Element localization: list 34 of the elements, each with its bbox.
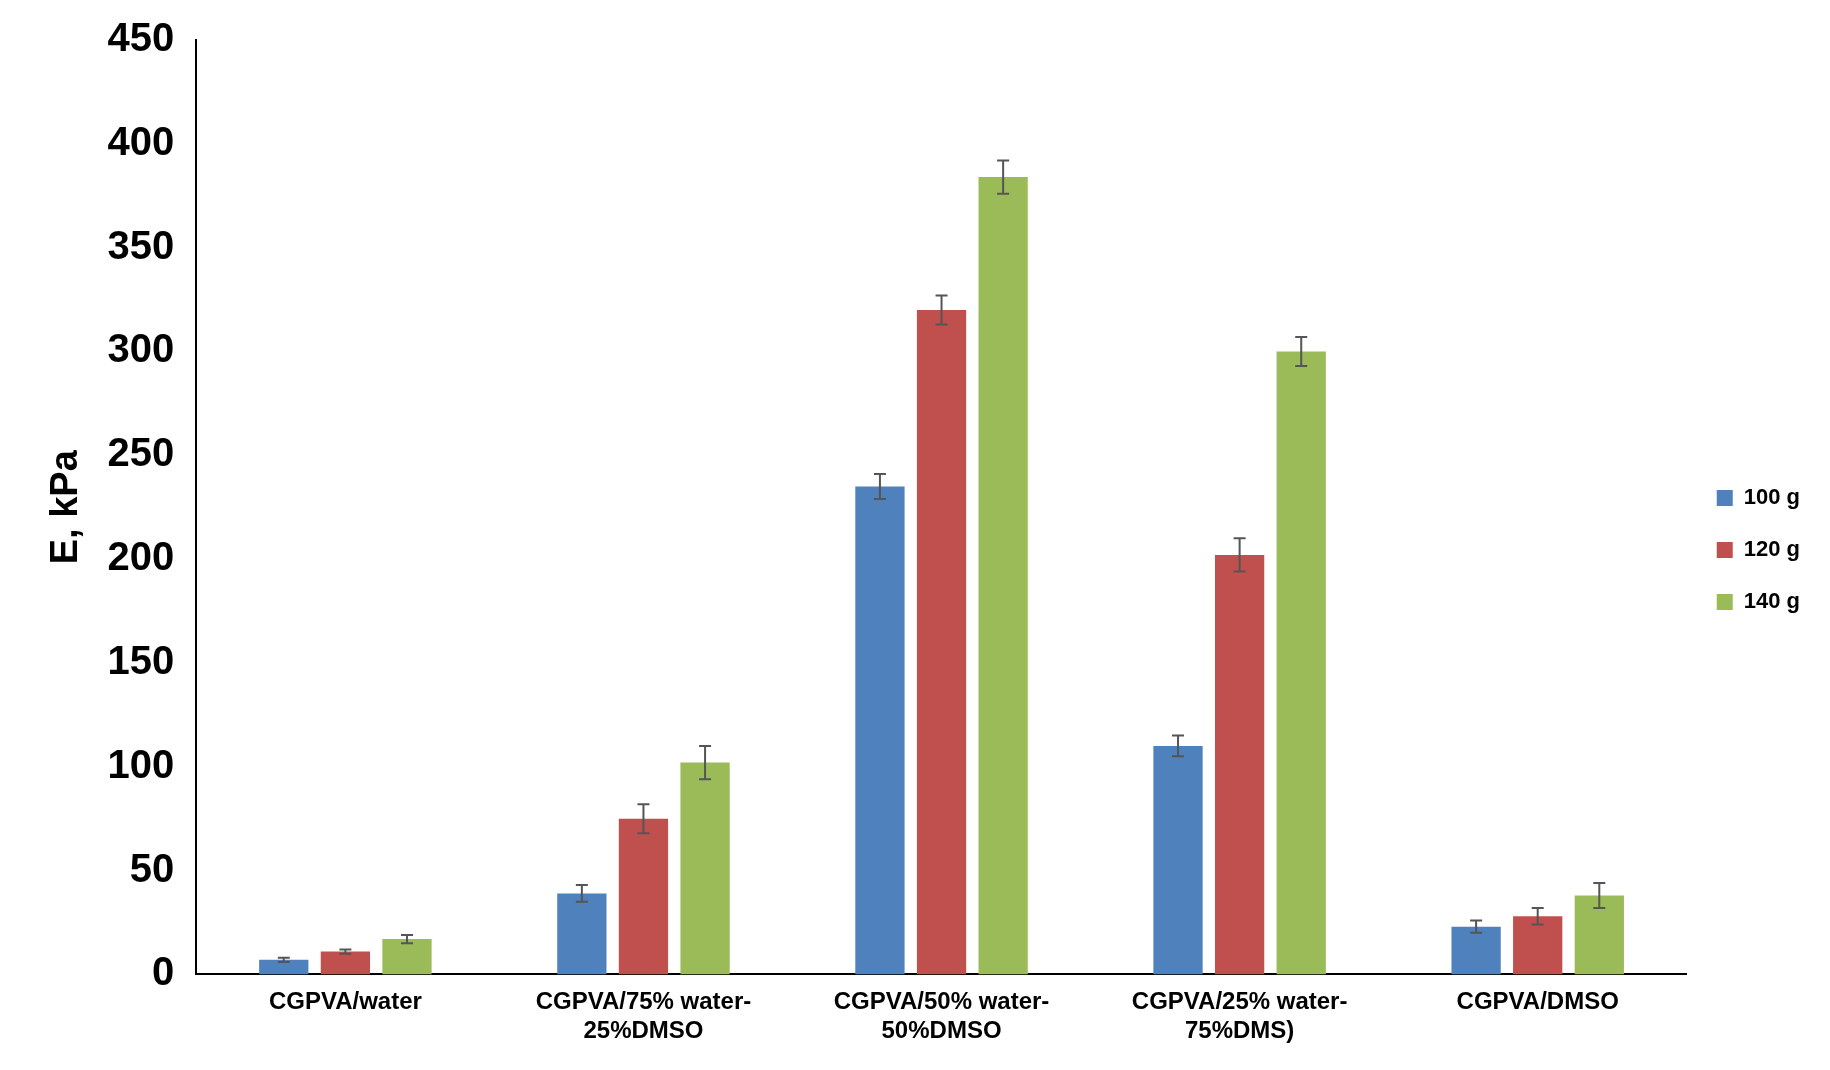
x-tick-label: CGPVA/DMSO [1456, 987, 1619, 1015]
bar [382, 939, 432, 975]
y-tick-label: 400 [107, 118, 175, 163]
bar [855, 486, 905, 975]
bar [916, 309, 967, 975]
bar [1451, 926, 1501, 975]
bar [1214, 554, 1265, 975]
bar [618, 818, 669, 975]
x-tick-label: CGPVA/25% water-75%DMS) [1131, 987, 1348, 1044]
bar [1574, 895, 1624, 975]
legend-label: 100 g [1743, 484, 1801, 510]
y-tick-label: 200 [107, 534, 175, 579]
x-tick-label: CGPVA/75% water-25%DMSO [535, 987, 752, 1044]
y-tick-label: 100 [107, 741, 175, 786]
bar [259, 959, 309, 975]
y-tick-label: 250 [107, 430, 175, 475]
x-tick-label: CGPVA/50% water-50%DMSO [833, 987, 1050, 1044]
bar [1153, 745, 1203, 975]
y-axis-title: E, kPa [43, 449, 86, 565]
y-tick-label: 150 [107, 637, 175, 682]
bar [978, 177, 1028, 975]
legend-label: 120 g [1743, 536, 1801, 562]
bar [557, 893, 607, 975]
bar [320, 951, 371, 975]
y-tick-label: 50 [129, 845, 175, 890]
y-tick-label: 0 [152, 949, 175, 994]
y-tick-label: 350 [107, 222, 175, 267]
bar [680, 762, 730, 975]
bar [1276, 351, 1326, 975]
x-tick-label: CGPVA/water [268, 987, 422, 1015]
y-tick-label: 300 [107, 326, 175, 371]
y-tick-label: 450 [107, 15, 175, 60]
bar [1513, 916, 1563, 975]
legend-label: 140 g [1743, 588, 1801, 614]
